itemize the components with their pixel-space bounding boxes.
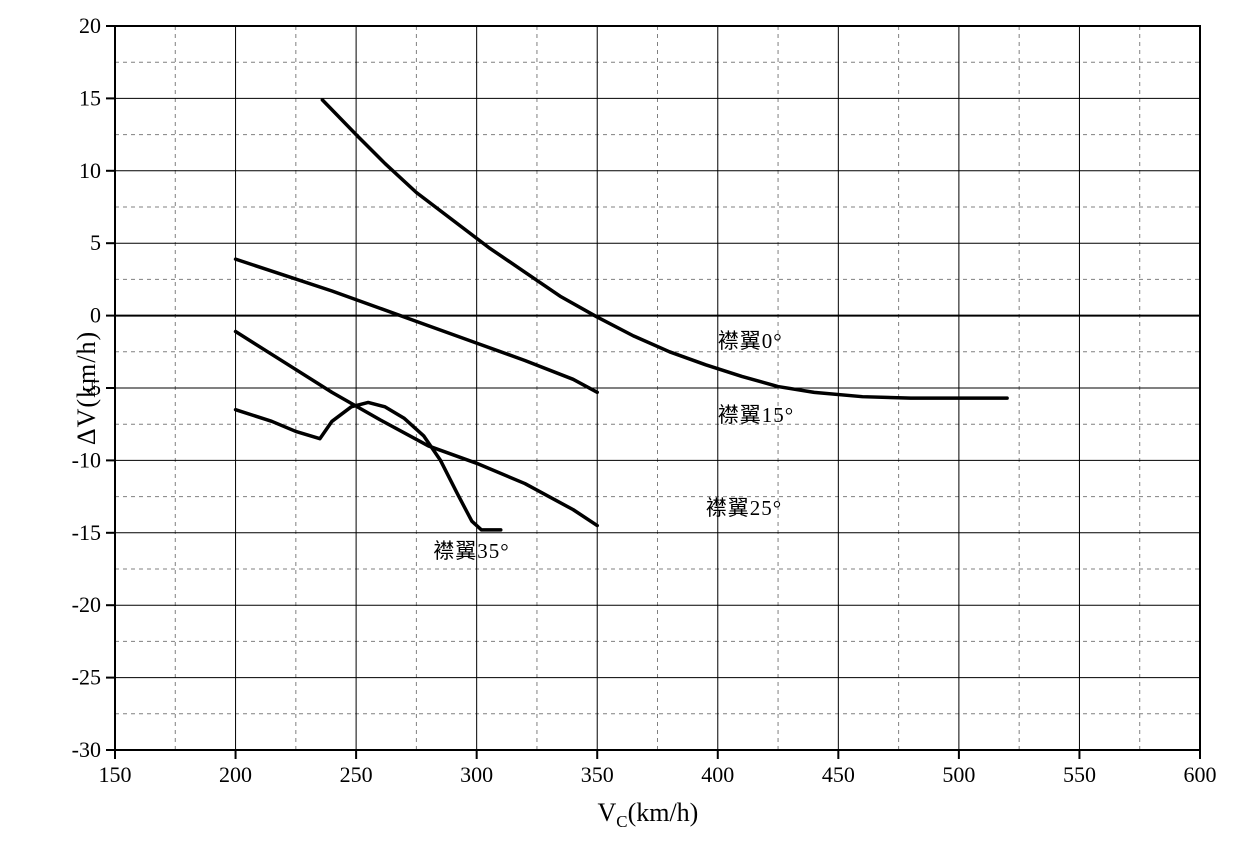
x-tick-label: 150 bbox=[99, 762, 132, 787]
y-tick-label: 0 bbox=[90, 303, 101, 328]
y-tick-label: 5 bbox=[90, 230, 101, 255]
x-tick-label: 250 bbox=[340, 762, 373, 787]
x-tick-label: 600 bbox=[1184, 762, 1217, 787]
chart-container: 150200250300350400450500550600-30-25-20-… bbox=[0, 0, 1240, 842]
y-tick-label: -25 bbox=[72, 665, 101, 690]
x-tick-label: 200 bbox=[219, 762, 252, 787]
x-tick-label: 400 bbox=[701, 762, 734, 787]
x-axis-label: VC(km/h) bbox=[598, 798, 699, 832]
x-tick-label: 550 bbox=[1063, 762, 1096, 787]
y-tick-label: -30 bbox=[72, 737, 101, 762]
y-tick-label: 15 bbox=[79, 85, 101, 110]
x-tick-label: 350 bbox=[581, 762, 614, 787]
y-tick-label: 10 bbox=[79, 158, 101, 183]
line-chart: 150200250300350400450500550600-30-25-20-… bbox=[0, 0, 1240, 842]
series-label-flap35: 襟翼35° bbox=[433, 535, 509, 565]
series-label-flap25: 襟翼25° bbox=[706, 492, 782, 522]
y-axis-label: ΔV(km/h) bbox=[72, 331, 102, 445]
x-tick-label: 300 bbox=[460, 762, 493, 787]
x-tick-label: 450 bbox=[822, 762, 855, 787]
y-tick-label: -10 bbox=[72, 447, 101, 472]
y-tick-label: -15 bbox=[72, 520, 101, 545]
series-label-flap0: 襟翼0° bbox=[718, 325, 783, 355]
y-tick-label: 20 bbox=[79, 13, 101, 38]
series-label-flap15: 襟翼15° bbox=[718, 399, 794, 429]
y-tick-label: -20 bbox=[72, 592, 101, 617]
x-tick-label: 500 bbox=[942, 762, 975, 787]
